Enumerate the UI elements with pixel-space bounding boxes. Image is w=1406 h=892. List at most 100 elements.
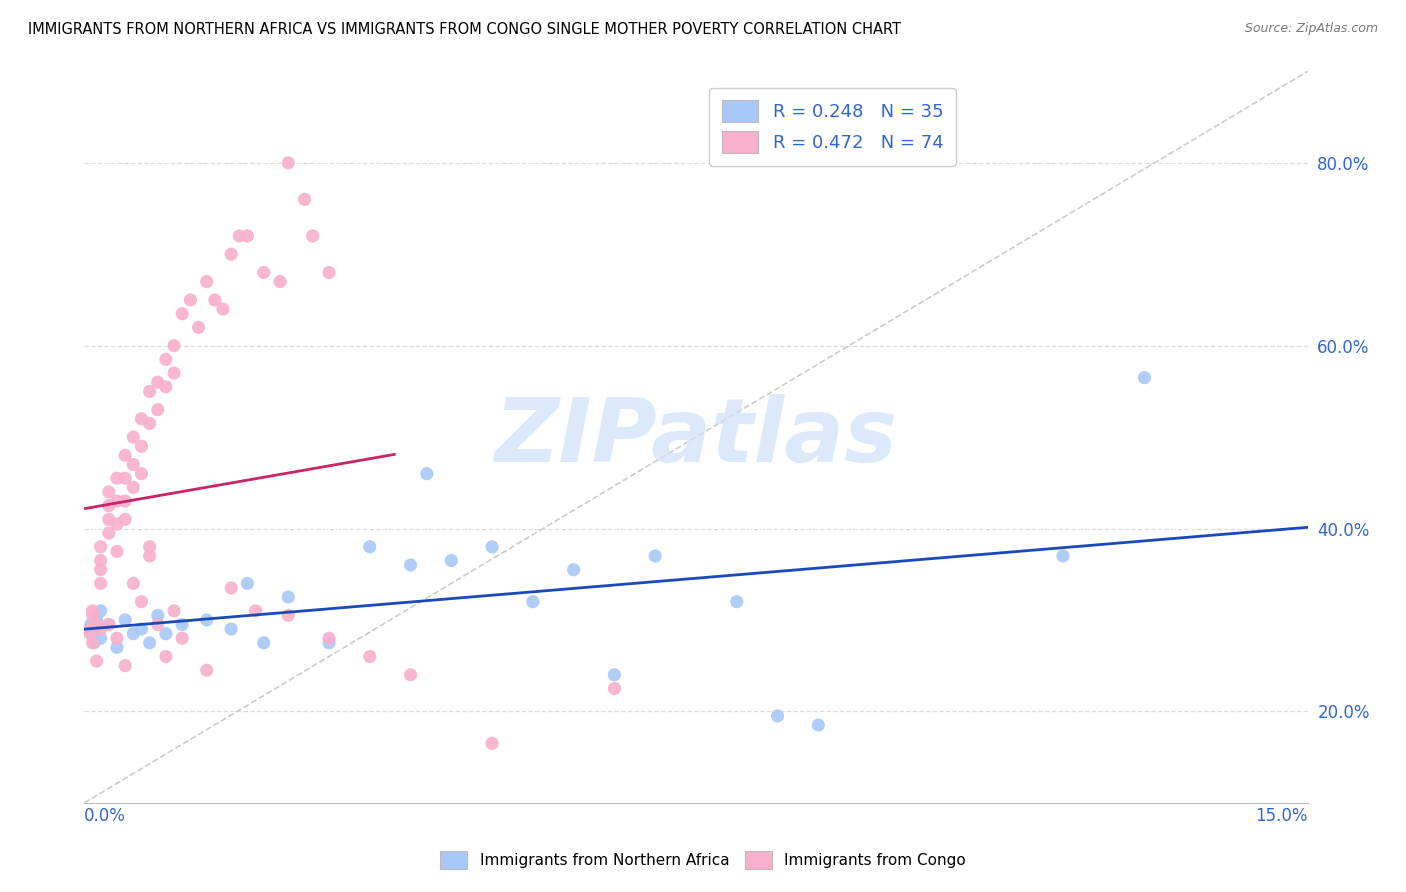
Point bbox=[114, 471, 136, 485]
Point bbox=[122, 626, 145, 640]
Point bbox=[236, 228, 259, 243]
Point bbox=[114, 494, 136, 508]
Point bbox=[131, 594, 153, 608]
Point bbox=[195, 275, 218, 289]
Point bbox=[318, 266, 340, 280]
Point bbox=[269, 275, 291, 289]
Legend: R = 0.248   N = 35, R = 0.472   N = 74: R = 0.248 N = 35, R = 0.472 N = 74 bbox=[710, 87, 956, 166]
Point bbox=[97, 485, 120, 500]
Point bbox=[82, 608, 104, 623]
Point bbox=[90, 604, 112, 618]
Point bbox=[163, 366, 186, 380]
Point bbox=[359, 649, 381, 664]
Point bbox=[294, 192, 316, 206]
Point bbox=[105, 494, 128, 508]
Point bbox=[146, 402, 169, 417]
Point bbox=[97, 617, 120, 632]
Point bbox=[131, 622, 153, 636]
Point bbox=[187, 320, 209, 334]
Point bbox=[562, 563, 585, 577]
Point bbox=[138, 540, 160, 554]
Point bbox=[83, 636, 105, 650]
Point bbox=[725, 594, 748, 608]
Text: 0.0%: 0.0% bbox=[84, 807, 127, 825]
Point bbox=[97, 512, 120, 526]
Point bbox=[807, 718, 830, 732]
Point bbox=[77, 622, 100, 636]
Point bbox=[105, 544, 128, 558]
Point bbox=[86, 654, 108, 668]
Point bbox=[245, 604, 267, 618]
Point bbox=[399, 667, 422, 681]
Point bbox=[131, 439, 153, 453]
Point bbox=[318, 632, 340, 646]
Point bbox=[766, 709, 789, 723]
Point bbox=[179, 293, 201, 307]
Point bbox=[1052, 549, 1074, 563]
Point bbox=[90, 540, 112, 554]
Point bbox=[138, 636, 160, 650]
Point bbox=[79, 626, 101, 640]
Text: Source: ZipAtlas.com: Source: ZipAtlas.com bbox=[1244, 22, 1378, 36]
Point bbox=[84, 622, 107, 636]
Point bbox=[105, 632, 128, 646]
Point bbox=[97, 499, 120, 513]
Point bbox=[219, 247, 242, 261]
Point bbox=[253, 266, 276, 280]
Point bbox=[105, 516, 128, 531]
Point bbox=[138, 417, 160, 431]
Point bbox=[399, 558, 422, 573]
Point bbox=[146, 617, 169, 632]
Point bbox=[172, 307, 194, 321]
Point bbox=[1133, 370, 1156, 384]
Point bbox=[522, 594, 544, 608]
Point bbox=[90, 576, 112, 591]
Point bbox=[603, 681, 626, 696]
Point bbox=[97, 526, 120, 541]
Point bbox=[603, 667, 626, 681]
Point bbox=[114, 658, 136, 673]
Point bbox=[86, 613, 108, 627]
Point bbox=[440, 553, 463, 567]
Point bbox=[105, 471, 128, 485]
Point bbox=[155, 352, 177, 367]
Point bbox=[90, 632, 112, 646]
Point bbox=[416, 467, 439, 481]
Point bbox=[97, 617, 120, 632]
Point bbox=[122, 480, 145, 494]
Point bbox=[219, 622, 242, 636]
Point bbox=[644, 549, 666, 563]
Point bbox=[163, 604, 186, 618]
Legend: Immigrants from Northern Africa, Immigrants from Congo: Immigrants from Northern Africa, Immigra… bbox=[434, 845, 972, 875]
Text: ZIPatlas: ZIPatlas bbox=[495, 393, 897, 481]
Point bbox=[253, 636, 276, 650]
Point bbox=[481, 540, 503, 554]
Point bbox=[90, 563, 112, 577]
Text: IMMIGRANTS FROM NORTHERN AFRICA VS IMMIGRANTS FROM CONGO SINGLE MOTHER POVERTY C: IMMIGRANTS FROM NORTHERN AFRICA VS IMMIG… bbox=[28, 22, 901, 37]
Point bbox=[277, 608, 299, 623]
Point bbox=[204, 293, 226, 307]
Point bbox=[131, 467, 153, 481]
Point bbox=[90, 622, 112, 636]
Point bbox=[82, 626, 104, 640]
Point bbox=[146, 375, 169, 389]
Point bbox=[122, 430, 145, 444]
Point bbox=[105, 640, 128, 655]
Point bbox=[172, 632, 194, 646]
Point bbox=[318, 636, 340, 650]
Point bbox=[219, 581, 242, 595]
Text: 15.0%: 15.0% bbox=[1256, 807, 1308, 825]
Point bbox=[163, 338, 186, 352]
Point bbox=[146, 608, 169, 623]
Point bbox=[277, 590, 299, 604]
Point bbox=[138, 384, 160, 399]
Point bbox=[86, 617, 108, 632]
Point bbox=[131, 412, 153, 426]
Point bbox=[195, 663, 218, 677]
Point bbox=[172, 617, 194, 632]
Point bbox=[236, 576, 259, 591]
Point bbox=[90, 553, 112, 567]
Point bbox=[82, 636, 104, 650]
Point bbox=[122, 576, 145, 591]
Point bbox=[301, 228, 323, 243]
